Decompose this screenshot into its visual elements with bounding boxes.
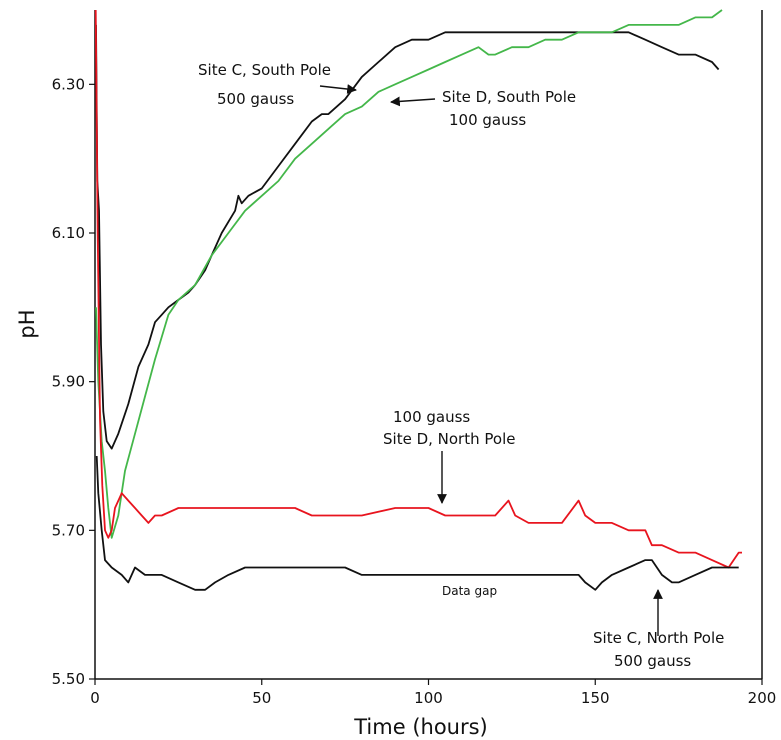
y-axis-title: pH [15,309,39,338]
series-line-2 [94,9,742,569]
y-tick-label: 5.90 [52,373,85,391]
arrow-site-d-south [390,96,436,107]
series-line-0 [95,24,720,450]
x-ticks: 0 50 100 150 200 [90,679,776,707]
y-tick-label: 5.50 [52,670,85,688]
y-tick-label: 5.70 [52,521,85,539]
arrow-site-c-south [319,84,357,94]
y-tick-label: 6.30 [52,75,85,93]
series-layer [94,9,742,591]
series-line-3 [95,455,739,591]
x-tick-label: 150 [581,689,610,707]
series-line-1 [95,9,723,539]
x-tick-label: 0 [90,689,100,707]
annotation-site-c-north-line2: 500 gauss [614,652,691,670]
y-tick-label: 6.10 [52,224,85,242]
x-axis-title: Time (hours) [353,715,488,739]
annotation-site-d-north-line2: Site D, North Pole [383,430,515,448]
x-tick-label: 50 [252,689,271,707]
annotation-site-c-south-line2: 500 gauss [217,90,294,108]
y-ticks: 5.50 5.70 5.90 6.10 6.30 [52,75,95,688]
annotation-site-d-north-line1: 100 gauss [393,408,470,426]
annotation-site-c-south-line1: Site C, South Pole [198,61,331,79]
annotation-layer: Site C, South Pole 500 gauss Site D, Sou… [198,61,724,670]
x-tick-label: 100 [414,689,443,707]
annotation-site-c-north-line1: Site C, North Pole [593,629,724,647]
annotation-site-d-south-line1: Site D, South Pole [442,88,576,106]
x-tick-label: 200 [748,689,777,707]
annotation-site-d-south-line2: 100 gauss [449,111,526,129]
plot-frame [94,10,763,680]
annotation-data-gap: Data gap [442,584,497,598]
